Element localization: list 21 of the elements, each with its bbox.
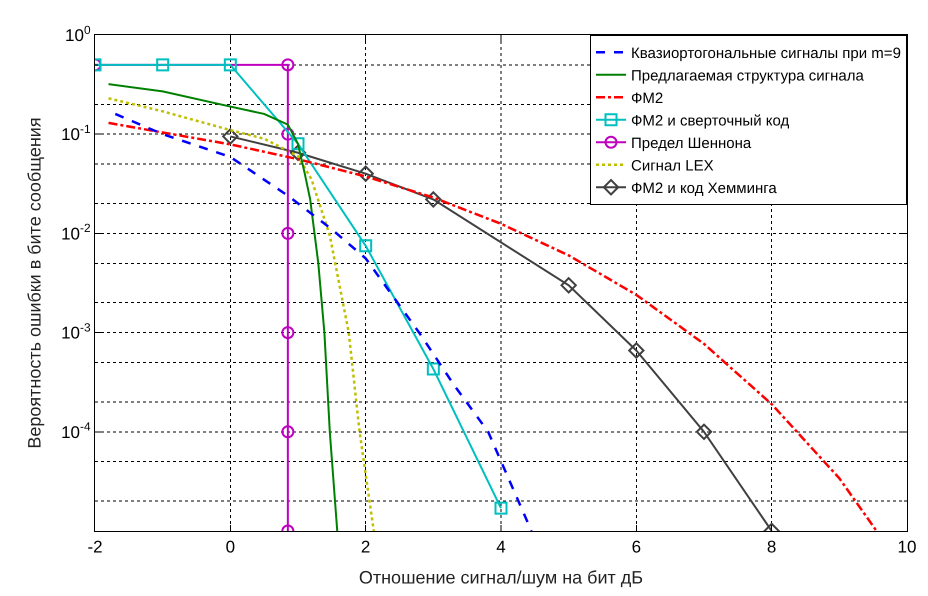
x-tick-label: 10: [898, 537, 916, 556]
legend-label: Квазиортогональные сигналы при m=9: [631, 45, 901, 62]
y-axis-title: Вероятность ошибки в бите сообщения: [24, 117, 44, 449]
y-tick-label: 10$^{-1}$: [61, 122, 91, 144]
x-tick-label: 6: [632, 537, 642, 556]
y-tick-label: 10$^{-4}$: [61, 420, 91, 442]
x-axis-title: Отношение сигнал/шум на бит дБ: [358, 568, 644, 588]
legend-label: ФМ2: [631, 90, 664, 108]
legend-label: ФМ2 и код Хемминга: [631, 180, 778, 198]
x-tick-label: 2: [360, 537, 370, 556]
legend-label: Сигнал LEX: [631, 158, 714, 175]
x-tick-label: -2: [87, 537, 103, 556]
y-tick-label: 10$^{-3}$: [61, 320, 91, 343]
y-tick-label: 10$^{-2}$: [61, 221, 91, 244]
legend-label: Предел Шеннона: [631, 135, 752, 152]
legend-label: Предлагаемая структура сигнала: [631, 68, 864, 85]
y-tick-label: 10$^{0}$: [65, 22, 91, 45]
legend-label: ФМ2 и сверточный код: [631, 112, 790, 130]
x-tick-label: 4: [496, 537, 506, 556]
x-tick-label: 8: [766, 537, 776, 556]
x-tick-label: 0: [226, 537, 236, 556]
